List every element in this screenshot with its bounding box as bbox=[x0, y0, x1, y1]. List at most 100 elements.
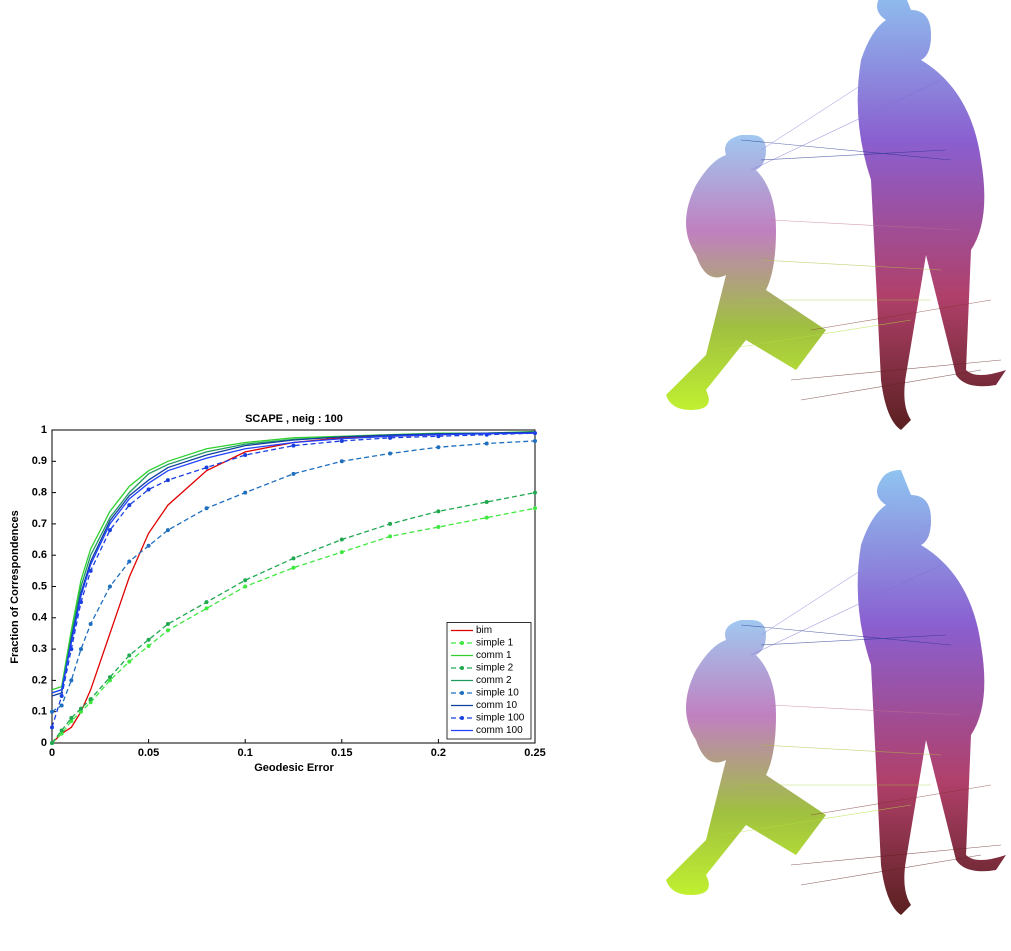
series-marker bbox=[339, 550, 344, 555]
y-tick-label: 0.8 bbox=[32, 487, 47, 499]
legend-label: simple 2 bbox=[476, 663, 514, 674]
series-marker bbox=[533, 506, 537, 511]
series-marker bbox=[339, 438, 344, 443]
legend-label: comm 1 bbox=[476, 650, 512, 661]
series-marker bbox=[291, 565, 296, 570]
series-marker bbox=[243, 578, 248, 583]
x-tick-label: 0.05 bbox=[138, 747, 159, 759]
series-marker bbox=[533, 438, 537, 443]
chart: SCAPE , neig : 100 Geodesic Error Fracti… bbox=[9, 413, 546, 774]
series-marker bbox=[436, 525, 441, 530]
x-tick-label: 0.15 bbox=[331, 747, 352, 759]
series-marker bbox=[165, 628, 170, 633]
series-marker bbox=[88, 622, 93, 627]
y-tick-label: 0.2 bbox=[32, 674, 47, 686]
series-marker bbox=[88, 697, 93, 702]
series-marker bbox=[339, 459, 344, 464]
series-marker bbox=[50, 741, 54, 745]
legend-label: bim bbox=[476, 625, 492, 636]
series-marker bbox=[146, 543, 151, 548]
series-marker bbox=[127, 559, 132, 564]
series-marker bbox=[165, 478, 170, 483]
series-marker bbox=[59, 703, 64, 708]
y-axis-label: Fraction of Correspondences bbox=[9, 510, 21, 663]
series-marker bbox=[484, 441, 489, 446]
series-marker bbox=[59, 731, 64, 736]
figure-pair bbox=[666, 0, 1006, 430]
series-marker bbox=[291, 471, 296, 476]
series-marker bbox=[59, 694, 64, 699]
series-marker bbox=[107, 528, 112, 533]
series-marker bbox=[69, 678, 74, 683]
series-marker bbox=[69, 715, 74, 720]
legend-label: comm 2 bbox=[476, 675, 512, 686]
series-marker bbox=[388, 534, 393, 539]
series-marker bbox=[50, 709, 54, 714]
legend-label: simple 1 bbox=[476, 638, 514, 649]
series-marker bbox=[388, 521, 393, 526]
y-tick-label: 1 bbox=[41, 424, 47, 436]
series-line bbox=[51, 432, 536, 694]
y-tick-label: 0.4 bbox=[32, 612, 48, 624]
series-marker bbox=[436, 509, 441, 514]
series-marker bbox=[388, 451, 393, 456]
series-marker bbox=[533, 490, 537, 495]
chart-title: SCAPE , neig : 100 bbox=[245, 413, 343, 425]
legend-label: simple 10 bbox=[476, 688, 519, 699]
y-tick-label: 0.5 bbox=[32, 580, 47, 592]
series-marker bbox=[146, 643, 151, 648]
series-marker bbox=[107, 678, 112, 683]
x-tick-label: 0.25 bbox=[524, 747, 545, 759]
legend-marker bbox=[460, 691, 464, 695]
series-marker bbox=[78, 647, 83, 652]
series-marker bbox=[436, 445, 441, 450]
x-axis-label: Geodesic Error bbox=[254, 762, 334, 774]
target-shape bbox=[857, 0, 1006, 430]
series-marker bbox=[127, 503, 132, 508]
correspondence-lines bbox=[720, 39, 1002, 401]
series-marker bbox=[59, 728, 64, 733]
series-marker bbox=[165, 622, 170, 627]
series-marker bbox=[146, 637, 151, 642]
x-tick-label: 0.2 bbox=[431, 747, 446, 759]
series-marker bbox=[69, 719, 74, 724]
y-tick-label: 0.9 bbox=[32, 455, 47, 467]
series-marker bbox=[484, 499, 489, 504]
series-marker bbox=[243, 490, 248, 495]
series-marker bbox=[291, 443, 296, 448]
series-marker bbox=[107, 675, 112, 680]
legend-marker bbox=[460, 641, 464, 645]
legend-label: comm 100 bbox=[476, 725, 523, 736]
y-tick-label: 0.3 bbox=[32, 643, 47, 655]
series-marker bbox=[78, 706, 83, 711]
series-marker bbox=[204, 506, 209, 511]
series-marker bbox=[204, 600, 209, 605]
legend-marker bbox=[460, 666, 464, 670]
legend-label: comm 10 bbox=[476, 700, 518, 711]
series-marker bbox=[107, 584, 112, 589]
series-marker bbox=[204, 606, 209, 611]
series-line bbox=[51, 491, 536, 744]
series-marker bbox=[127, 653, 132, 658]
series-marker bbox=[243, 584, 248, 589]
y-tick-label: 0 bbox=[41, 737, 47, 749]
series-marker bbox=[50, 725, 54, 730]
series-marker bbox=[484, 515, 489, 520]
series-marker bbox=[243, 453, 248, 458]
series-marker bbox=[88, 700, 93, 705]
x-tick-label: 0.1 bbox=[238, 747, 253, 759]
series-line bbox=[51, 440, 536, 713]
series-marker bbox=[291, 556, 296, 561]
series-marker bbox=[165, 528, 170, 533]
legend-marker bbox=[460, 716, 464, 720]
series-marker bbox=[146, 487, 151, 492]
correspondence-figures bbox=[665, 0, 1007, 916]
source-shape bbox=[666, 135, 826, 410]
series-marker bbox=[204, 465, 209, 470]
legend-label: simple 100 bbox=[476, 713, 525, 724]
series-marker bbox=[78, 709, 83, 714]
x-tick-label: 0 bbox=[49, 747, 55, 759]
y-tick-label: 0.6 bbox=[32, 549, 47, 561]
